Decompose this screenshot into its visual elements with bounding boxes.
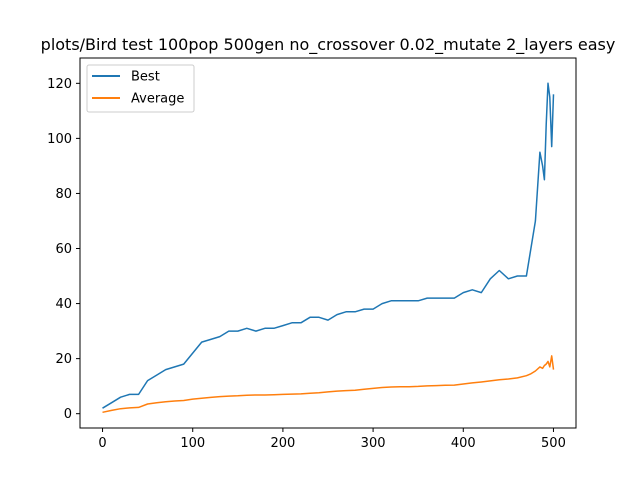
x-tick-label: 500 [541,436,566,451]
legend: Best Average [86,64,195,113]
legend-label-average: Average [131,92,184,107]
x-axis: 0 100 200 300 400 500 [98,428,566,451]
legend-label-best: Best [131,70,160,85]
y-tick-label: 80 [55,187,72,202]
x-tick-label: 300 [361,436,386,451]
x-tick-label: 400 [451,436,476,451]
x-tick-label: 200 [270,436,295,451]
plot-lines [102,82,555,414]
x-tick-label: 100 [180,436,205,451]
x-tick-label: 0 [98,436,106,451]
y-tick-label: 0 [64,407,72,422]
y-tick-label: 40 [55,297,72,312]
series-line-average [102,355,555,414]
y-tick-label: 20 [55,352,72,367]
chart-title: plots/Bird test 100pop 500gen no_crossov… [41,35,616,55]
plot-frame [79,57,577,429]
y-tick-label: 100 [47,132,72,147]
series-line-best [102,82,555,409]
y-tick-label: 120 [47,77,72,92]
y-tick-label: 60 [55,242,72,257]
y-axis: 0 20 40 60 80 100 120 [47,77,80,422]
